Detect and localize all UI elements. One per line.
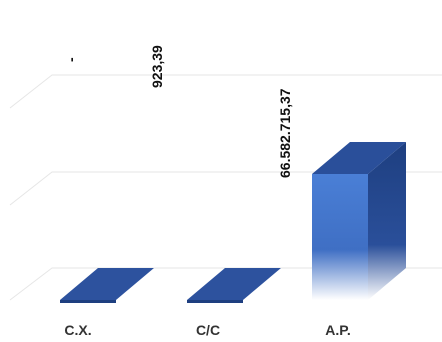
category-labels: C.X. C/C A.P. — [64, 322, 350, 338]
data-label: 66.582.715,37 — [277, 88, 293, 178]
data-labels: - 923,39 66.582.715,37 — [63, 45, 293, 178]
bar — [312, 142, 406, 300]
bar — [187, 268, 281, 303]
bars — [60, 142, 406, 303]
gridline — [9, 74, 442, 109]
bar-front-face — [60, 300, 116, 303]
gridline — [9, 171, 442, 206]
bar-side-face — [368, 142, 406, 300]
bar-front-face — [187, 300, 243, 303]
bar — [60, 268, 154, 303]
category-label: C/C — [196, 322, 220, 338]
bar-top-face — [60, 268, 154, 300]
data-label: - — [63, 57, 79, 62]
bar-top-face — [187, 268, 281, 300]
category-label: A.P. — [325, 322, 350, 338]
bar-top-face — [312, 142, 406, 174]
category-label: C.X. — [64, 322, 91, 338]
data-label: 923,39 — [149, 45, 165, 88]
bar-front-face — [312, 174, 368, 300]
